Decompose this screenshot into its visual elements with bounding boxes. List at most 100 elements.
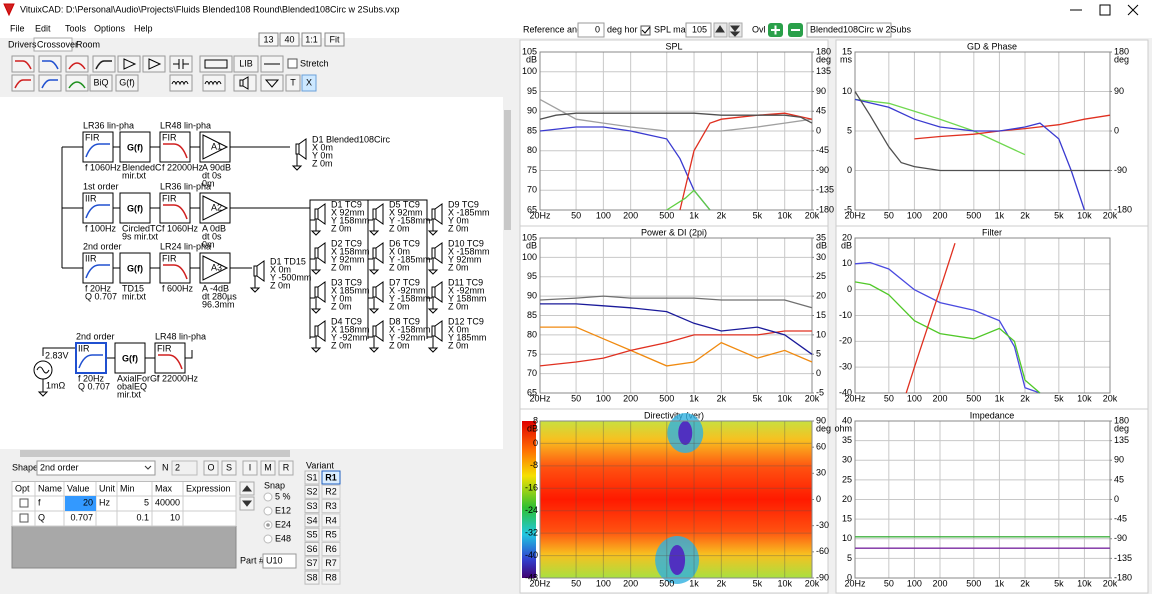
variant-r[interactable] [321,527,341,542]
variant-r-label[interactable]: R5 [325,530,337,540]
variant-r-label[interactable]: R6 [325,544,337,554]
variant-s-label[interactable]: S5 [306,530,317,540]
tab[interactable]: Drivers [8,39,37,49]
tool-label[interactable]: BiQ [93,77,108,87]
tool-label[interactable]: G(f) [119,77,135,87]
param-cell[interactable]: 20 [83,497,93,507]
zoom-button[interactable] [301,32,322,47]
shape-button-label[interactable]: I [249,462,252,472]
snap-radio[interactable] [263,534,273,544]
tool-button[interactable] [65,74,89,92]
tool-label[interactable]: T [290,77,296,87]
variant-s[interactable] [304,513,320,528]
xover-block[interactable] [199,192,231,224]
part-value[interactable]: U10 [266,555,283,565]
tool-button[interactable] [11,74,35,92]
zoom-label[interactable]: Fit [330,34,340,44]
variant-r-label[interactable]: R4 [325,515,337,525]
reference-input[interactable] [577,22,605,38]
v-scrollbar[interactable] [503,97,512,449]
maximize-button[interactable] [1099,4,1111,16]
driver-name[interactable]: D4 TC9 [331,316,362,326]
driver-name[interactable]: D6 TC9 [389,238,420,248]
param-cell[interactable]: f [38,497,41,507]
menu-item[interactable]: Tools [65,23,87,33]
tool-button[interactable] [65,55,89,73]
shape-button-label[interactable]: O [207,462,214,472]
zoom-label[interactable]: 13 [263,34,273,44]
variant-r-label[interactable]: R8 [325,572,337,582]
variant-r[interactable] [321,484,341,499]
param-cell[interactable]: 0.707 [70,512,93,522]
tool-button[interactable] [38,74,62,92]
tool-button[interactable] [92,55,116,73]
part-input[interactable] [262,553,297,569]
variant-r[interactable] [321,513,341,528]
scroll-thumb[interactable] [504,110,511,230]
xover-block[interactable] [199,131,231,163]
n-value[interactable]: 2 [175,462,180,472]
xover-block[interactable] [82,131,114,163]
tool-button[interactable] [169,55,193,73]
zoom-button[interactable] [279,32,300,47]
shape-button[interactable] [203,460,219,476]
shape-button-label[interactable]: M [264,462,272,472]
variant-s[interactable] [304,542,320,556]
shape-value[interactable]: 2nd order [40,462,79,472]
shape-button-label[interactable]: S [226,462,232,472]
variant-s-label[interactable]: S4 [306,515,317,525]
variant-r[interactable] [321,470,341,485]
menu-item[interactable]: Edit [35,23,51,33]
snap-radio[interactable] [263,492,273,502]
xover-block[interactable] [159,252,191,284]
variant-r-label[interactable]: R3 [325,501,337,511]
shape-button[interactable] [278,460,294,476]
variant-s[interactable] [304,527,320,542]
driver-name[interactable]: D12 TC9 [448,316,484,326]
spl-max-input[interactable] [685,22,712,38]
xover-block[interactable] [199,252,231,284]
variant-s[interactable] [304,499,320,514]
stretch-checkbox[interactable] [287,58,298,69]
shape-button-label[interactable]: R [283,462,290,472]
variant-s-label[interactable]: S8 [306,572,317,582]
snap-option[interactable]: E24 [275,519,291,529]
shape-button[interactable] [242,460,258,476]
tool-button[interactable] [115,74,139,92]
reference-value[interactable]: 0 [595,24,600,34]
tool-button[interactable] [142,55,166,73]
shape-dropdown[interactable] [36,460,156,476]
tool-button[interactable] [117,55,141,73]
overlay-name[interactable]: Blended108Circ w 2Subs [810,24,912,34]
snap-option[interactable]: 5 % [275,491,291,501]
variant-r-label[interactable]: R7 [325,558,337,568]
driver-name[interactable]: D1 TC9 [331,199,362,209]
zoom-label[interactable]: 1:1 [305,34,318,44]
param-cell[interactable]: Q [38,512,45,522]
driver-name[interactable]: D9 TC9 [448,199,479,209]
variant-s[interactable] [304,570,320,585]
driver-name[interactable]: D5 TC9 [389,199,420,209]
spl-max-value[interactable]: 105 [692,24,707,34]
variant-r-label[interactable]: R1 [325,472,337,482]
xover-block[interactable] [82,252,114,284]
overlay-input[interactable] [806,22,892,38]
variant-s[interactable] [304,470,320,485]
xover-block[interactable] [159,131,191,163]
tool-button[interactable] [38,55,62,73]
driver-name[interactable]: D1 TD15 [270,256,306,266]
xover-block[interactable] [114,342,146,374]
tool-button[interactable] [233,74,257,92]
tool-button[interactable] [11,55,35,73]
tool-button[interactable] [260,74,284,92]
driver-name[interactable]: D2 TC9 [331,238,362,248]
xover-block[interactable] [119,192,151,224]
spl-max-checkbox[interactable] [640,25,651,36]
xover-block[interactable] [75,342,107,374]
tab[interactable]: Room [76,39,100,49]
variant-s-label[interactable]: S7 [306,558,317,568]
tool-label[interactable]: Stretch [300,58,329,68]
variant-s-label[interactable]: S3 [306,501,317,511]
xover-block[interactable] [82,192,114,224]
snap-radio[interactable] [263,506,273,516]
